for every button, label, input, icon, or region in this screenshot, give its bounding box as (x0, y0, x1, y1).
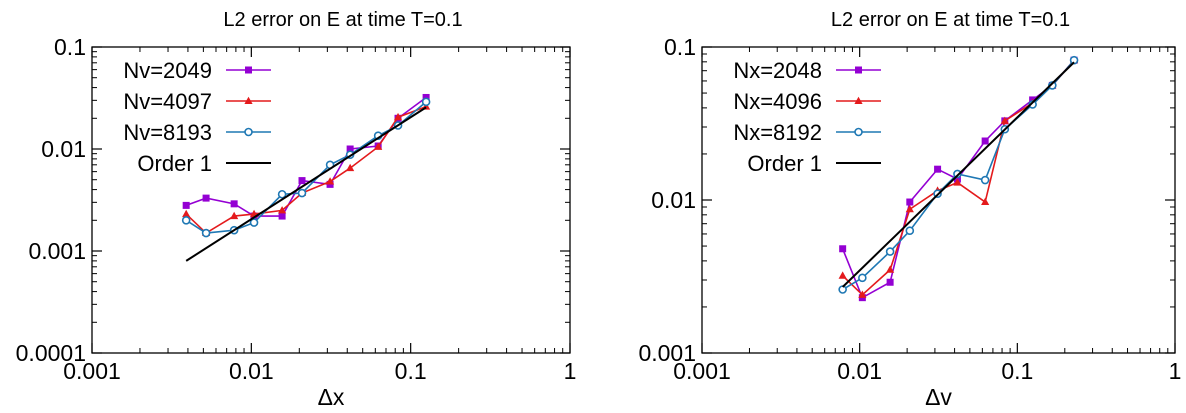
chart-2-legend-label: Order 1 (747, 151, 822, 176)
chart-1-y-tick-label: 0.001 (28, 238, 86, 264)
chart-1-legend-label: Nv=8193 (123, 120, 212, 145)
chart-2-data-point (981, 137, 989, 145)
chart-2-data-point (953, 178, 962, 186)
chart-2-data-point (980, 175, 990, 185)
chart-1-series-line (185, 105, 427, 235)
chart-2-x-tick-label: 0.1 (1001, 358, 1033, 384)
chart-1-series-line (185, 101, 427, 234)
chart-2-legend-label: Nx=4096 (733, 89, 822, 114)
chart-2-data-point (839, 245, 847, 253)
chart-2-x-tick-label: 1 (1169, 358, 1182, 384)
chart-1-data-point (374, 142, 383, 150)
chart-1-data-point (346, 145, 354, 153)
chart-1-data-point (182, 209, 191, 218)
chart-2-legend: Nx=2048 Nx=4096 Nx=8192 Order 1 (733, 58, 881, 176)
chart-2-data-point (886, 278, 894, 286)
chart-2-data-point (905, 226, 915, 236)
chart-1-data-point (249, 218, 259, 227)
chart-2-data-point (905, 204, 914, 213)
chart-2-data-point (1069, 55, 1079, 65)
chart-2-data-point (858, 273, 867, 283)
chart-1-data-point (277, 189, 287, 199)
chart-2-series-3 (838, 55, 1079, 294)
chart-2-legend-label: Nx=2048 (733, 58, 822, 83)
chart-2-x-axis-label: Δv (925, 384, 952, 410)
chart-1-legend-label: Nv=2049 (123, 58, 212, 83)
chart-2-y-tick-label: 0.001 (638, 340, 696, 366)
chart-2-y-tick-label: 0.01 (651, 187, 696, 213)
chart-1-y-tick-label: 0.0001 (16, 340, 86, 366)
chart-1-data-point (393, 112, 403, 121)
chart-2-data-point (1028, 100, 1037, 109)
chart-1-x-tick-label: 0.001 (63, 358, 121, 384)
chart-1-legend-marker (244, 127, 253, 137)
chart-2-series-4 (841, 61, 1075, 288)
chart-2-data-point (886, 265, 895, 273)
chart-2-plot-frame (701, 46, 1176, 354)
chart-1-x-axis-label: Δx (318, 384, 345, 410)
chart-2-data-point (934, 165, 942, 173)
chart-1-series-3 (181, 97, 431, 238)
chart-1-data-point (422, 93, 430, 101)
chart-2-data-point (981, 197, 990, 206)
chart-1-data-point (297, 188, 307, 198)
chart-1-series-line (185, 106, 427, 262)
chart-1-data-point (181, 215, 191, 225)
chart-1-series-1 (182, 93, 430, 220)
chart-2-y-tick-label: 0.1 (664, 34, 696, 60)
chart-1-data-point (201, 228, 211, 238)
chart-1: L2 error on E at time T=0.1 0.001 0.01 0.1 1… (16, 9, 577, 410)
chart-2-series-line (841, 61, 1075, 288)
chart-1-minor-ticks (92, 47, 570, 353)
chart-1-data-point (182, 201, 190, 209)
chart-2-legend-label: Nx=8192 (733, 120, 822, 145)
chart-1-legend-marker (244, 96, 253, 104)
chart-1-data-point (230, 200, 238, 208)
chart-2-legend-marker (854, 96, 863, 104)
chart-1-data-point (202, 194, 210, 202)
chart-2-legend-marker (855, 66, 862, 74)
chart-1-y-tick-label: 0.1 (54, 34, 86, 60)
chart-1-data-point (325, 177, 335, 185)
chart-1-x-tick-label: 0.1 (395, 358, 427, 384)
chart-1-plot-frame (91, 46, 571, 354)
chart-1-series-4 (185, 106, 427, 262)
chart-1-data-point (346, 163, 355, 172)
chart-1-data-point (298, 177, 306, 185)
chart-1-series-line (185, 96, 427, 217)
chart-2-data-point (838, 285, 847, 294)
chart-2-data-point (838, 271, 847, 279)
chart-2-data-point (1000, 116, 1009, 124)
chart-2-x-tick-label: 0.001 (673, 358, 731, 384)
chart-1-legend: Nv=2049 Nv=4097 Nv=8193 Order 1 (123, 58, 271, 176)
chart-1-legend-marker (245, 66, 252, 74)
chart-2-data-point (906, 198, 914, 206)
chart-1-data-point (230, 211, 239, 220)
chart-2-x-tick-label: 0.01 (837, 358, 882, 384)
chart-2: L2 error on E at time T=0.1 0.001 0.01 0.1 1… (638, 9, 1181, 410)
chart-1-y-tick-label: 0.01 (41, 136, 86, 162)
chart-1-data-point (278, 206, 287, 214)
chart-1-data-point (278, 212, 286, 220)
chart-1-data-point (421, 97, 431, 107)
chart-1-x-tick-label: 1 (564, 358, 577, 384)
chart-2-data-point (885, 247, 895, 256)
chart-2-data-point (858, 290, 867, 298)
chart-1-legend-label: Nv=4097 (123, 89, 212, 114)
chart-2-minor-ticks (702, 47, 1175, 353)
chart-2-legend-marker (854, 127, 863, 137)
chart-1-x-tick-label: 0.01 (229, 358, 274, 384)
chart-2-title: L2 error on E at time T=0.1 (831, 9, 1070, 31)
chart-1-title: L2 error on E at time T=0.1 (223, 9, 462, 31)
chart-1-series-2 (182, 102, 431, 237)
chart-1-legend-label: Order 1 (137, 151, 212, 176)
chart-2-data-point (953, 169, 962, 179)
